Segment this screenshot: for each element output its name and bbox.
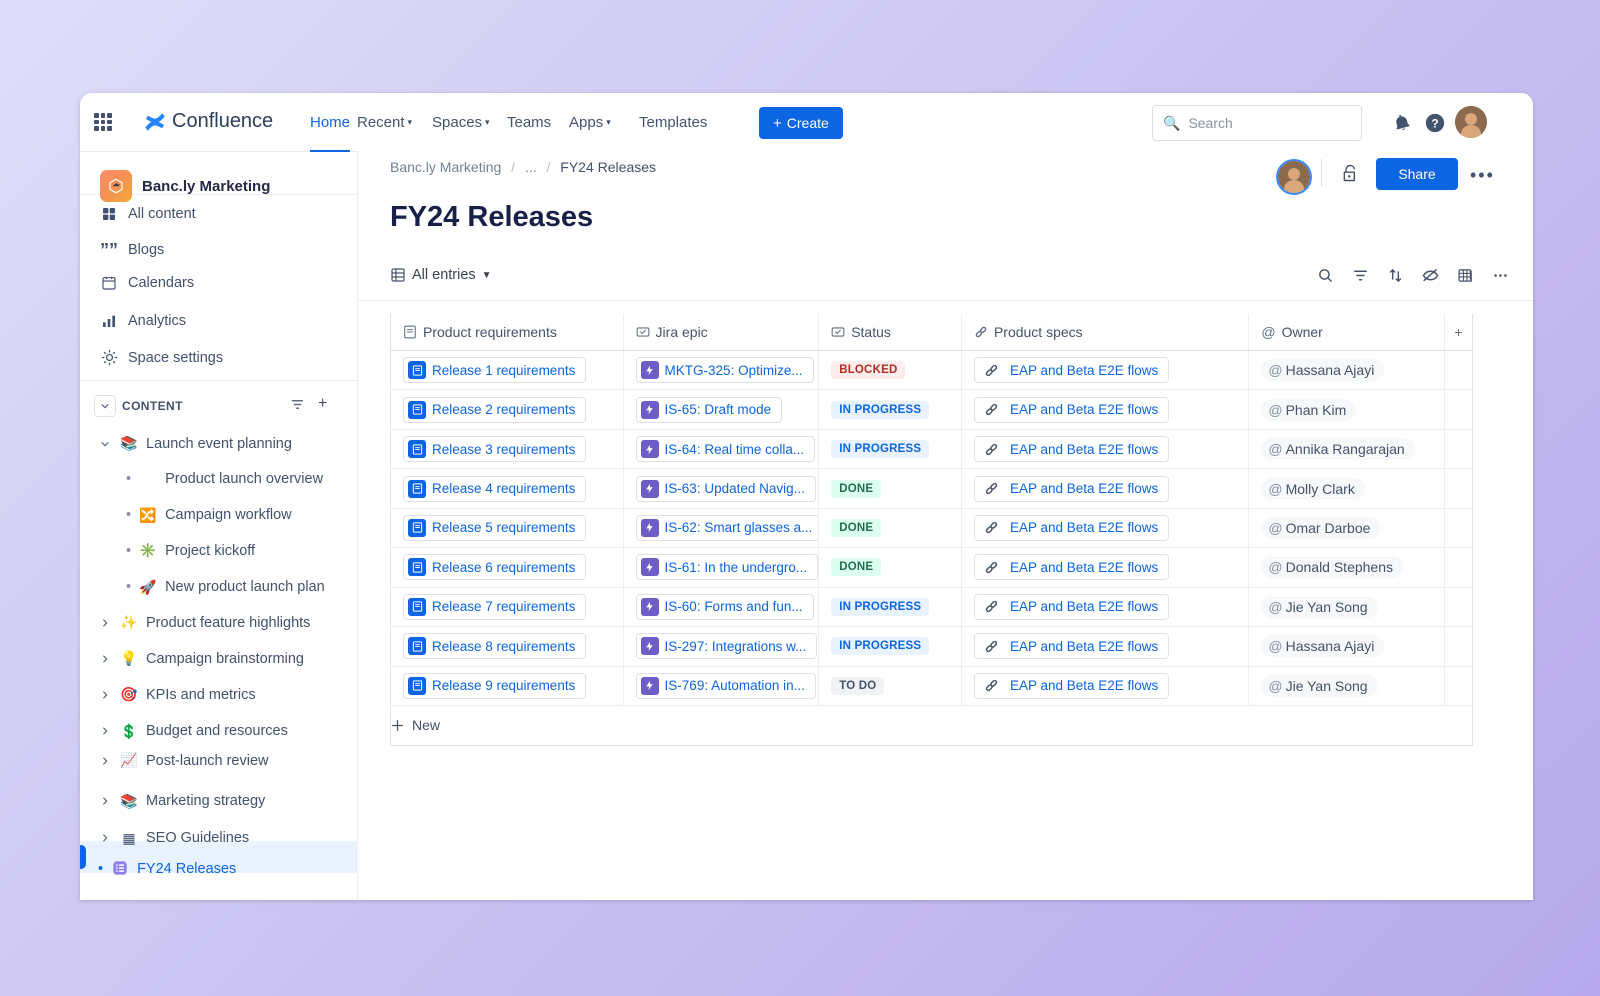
svg-text:?: ? [1431, 117, 1438, 131]
